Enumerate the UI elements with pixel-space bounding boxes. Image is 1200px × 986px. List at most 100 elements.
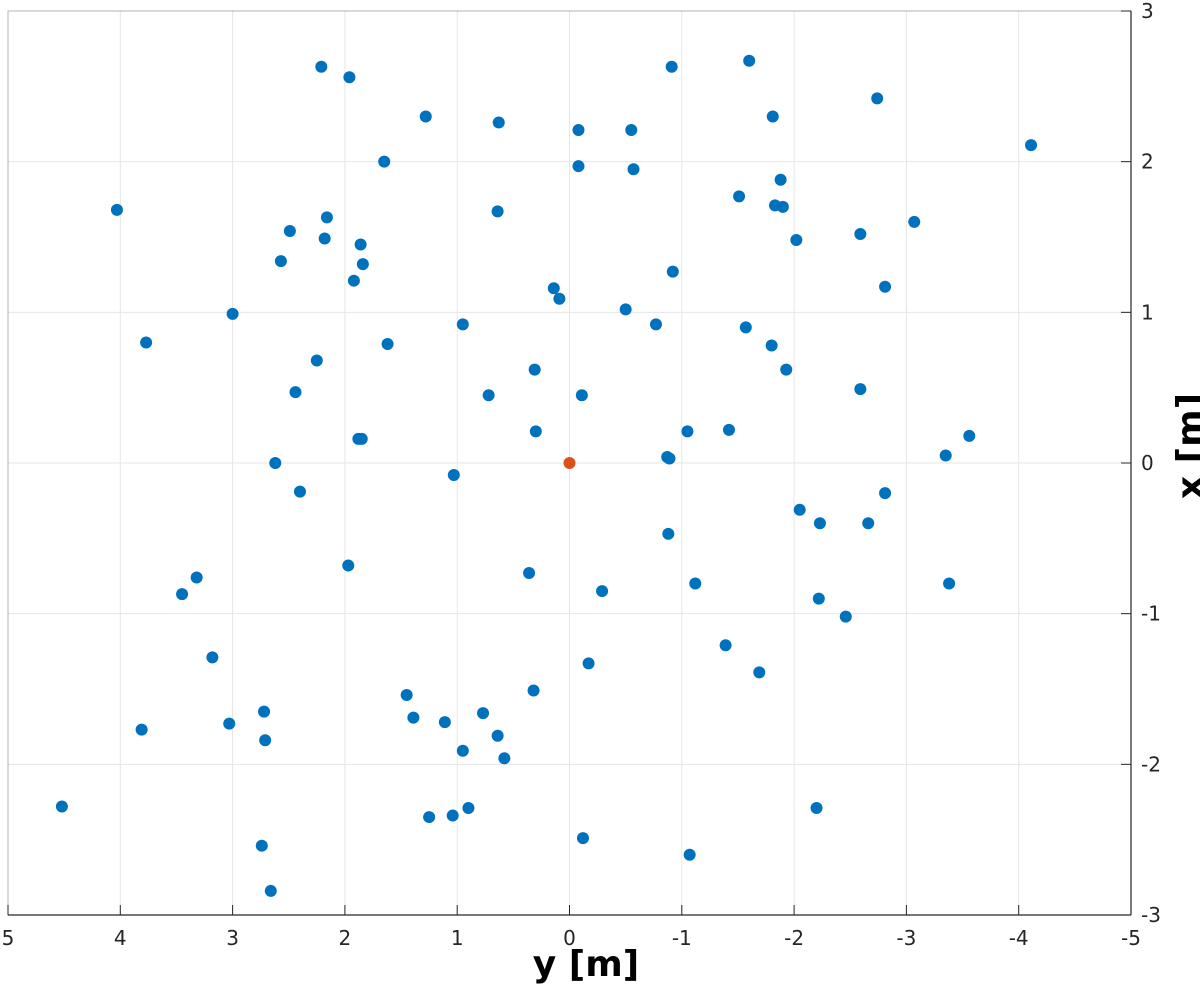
scatter-point	[665, 60, 678, 73]
x-tick-label: 5	[2, 926, 15, 950]
scatter-point	[733, 190, 746, 203]
y-tick-label: 2	[1141, 150, 1154, 174]
scatter-point	[572, 124, 585, 137]
scatter-point	[649, 318, 662, 331]
scatter-point	[492, 116, 505, 129]
scatter-point	[576, 832, 589, 845]
y-tick-label: 3	[1141, 0, 1154, 23]
scatter-point	[879, 487, 892, 500]
scatter-point	[854, 383, 867, 396]
scatter-point	[320, 211, 333, 224]
scatter-point	[596, 585, 609, 598]
scatter-point	[529, 425, 542, 438]
scatter-point	[547, 282, 560, 295]
scatter-point	[343, 71, 356, 84]
data-points	[55, 54, 1038, 897]
y-axis-title: x [m]	[1170, 393, 1200, 499]
scatter-point	[810, 802, 823, 815]
scatter-point	[528, 363, 541, 376]
scatter-point	[908, 215, 921, 228]
scatter-point	[447, 469, 460, 482]
x-tick-label: 3	[226, 926, 239, 950]
scatter-point	[627, 163, 640, 176]
scatter-point	[419, 110, 432, 123]
x-tick-label: -2	[784, 926, 804, 950]
scatter-point	[683, 848, 696, 861]
origin-point	[563, 457, 576, 469]
y-tick-label: -1	[1141, 602, 1161, 626]
scatter-point	[776, 200, 789, 213]
x-tick-label: -5	[1121, 926, 1141, 950]
scatter-point	[739, 321, 752, 334]
scatter-point	[553, 292, 566, 305]
scatter-point	[765, 339, 778, 352]
x-tick-label: -3	[896, 926, 916, 950]
scatter-point	[839, 610, 852, 623]
scatter-point	[482, 389, 495, 402]
scatter-point	[259, 734, 272, 747]
scatter-point	[400, 689, 413, 702]
scatter-point	[498, 752, 511, 765]
scatter-point	[347, 274, 360, 287]
scatter-point	[477, 707, 490, 720]
scatter-point	[662, 527, 675, 540]
scatter-point	[318, 232, 331, 245]
y-tick-label: 1	[1141, 300, 1154, 324]
scatter-point	[226, 307, 239, 320]
scatter-point	[491, 205, 504, 218]
scatter-point	[939, 449, 952, 462]
scatter-point	[438, 716, 451, 729]
scatter-point	[943, 577, 956, 590]
scatter-point	[681, 425, 694, 438]
scatter-point	[666, 265, 679, 278]
scatter-point	[625, 124, 638, 137]
scatter-point	[790, 234, 803, 247]
scatter-point	[381, 337, 394, 350]
scatter-point	[55, 800, 68, 813]
y-tick-label: -2	[1141, 752, 1161, 776]
x-tick-label: 0	[563, 926, 576, 950]
scatter-point	[523, 566, 536, 579]
x-tick-label: -1	[672, 926, 692, 950]
scatter-point	[619, 303, 632, 316]
scatter-point	[423, 811, 436, 824]
scatter-point	[862, 517, 875, 530]
scatter-point	[527, 684, 540, 697]
scatter-point	[753, 666, 766, 679]
scatter-point	[264, 884, 277, 897]
scatter-point	[813, 517, 826, 530]
scatter-point	[289, 386, 302, 399]
scatter-point	[572, 160, 585, 173]
scatter-point	[1025, 139, 1038, 152]
scatter-point	[456, 744, 469, 757]
scatter-point	[407, 711, 420, 724]
scatter-point	[354, 238, 367, 251]
scatter-point	[719, 639, 732, 652]
scatter-point	[255, 839, 268, 852]
x-tick-label: 2	[339, 926, 352, 950]
scatter-point	[722, 423, 735, 436]
scatter-point	[446, 809, 459, 822]
scatter-point	[135, 723, 148, 736]
scatter-point	[355, 432, 368, 445]
scatter-point	[879, 280, 892, 293]
scatter-point	[110, 203, 123, 216]
scatter-point	[582, 657, 595, 670]
scatter-point	[689, 577, 702, 590]
scatter-point	[315, 60, 328, 73]
scatter-point	[774, 173, 787, 186]
x-axis-title: y [m]	[533, 944, 639, 985]
scatter-point	[206, 651, 219, 664]
scatter-point	[140, 336, 153, 349]
scatter-point	[269, 457, 282, 469]
scatter-point	[780, 363, 793, 376]
scatter-point	[462, 802, 475, 815]
scatter-point	[342, 559, 355, 572]
scatter-point	[575, 389, 588, 402]
scatter-point	[274, 255, 287, 268]
scatter-point	[456, 318, 469, 331]
scatter-point	[491, 729, 504, 742]
scatter-point	[743, 54, 756, 67]
